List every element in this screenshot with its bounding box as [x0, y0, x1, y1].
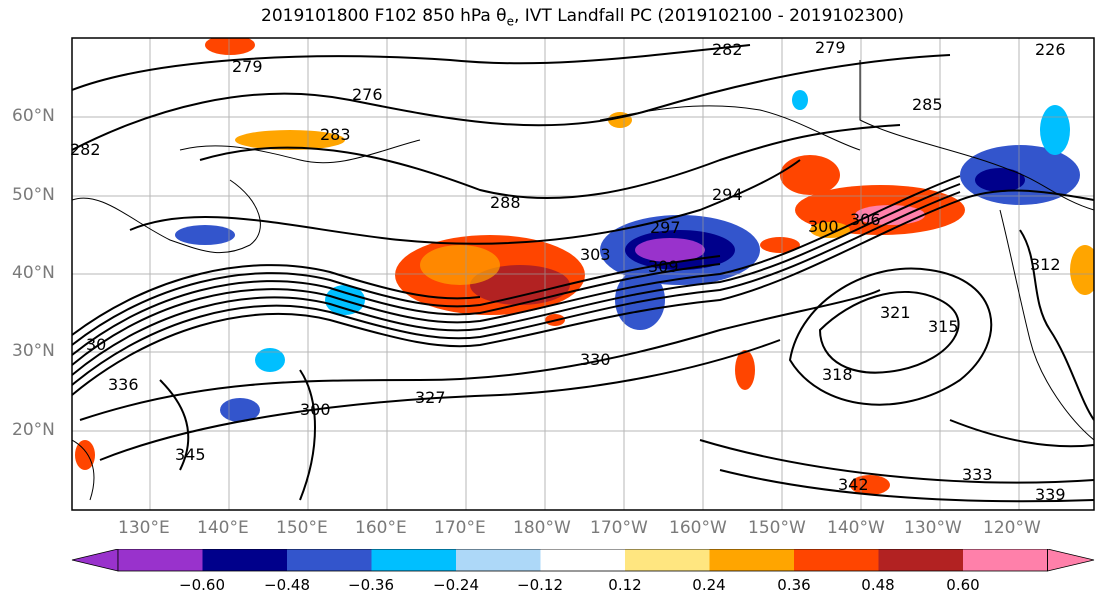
colorbar-tick: −0.60 [179, 576, 225, 594]
lat-label-20n: 20°N [12, 420, 55, 440]
colorbar-extend-low [71, 549, 119, 572]
lat-label-40n: 40°N [12, 263, 55, 283]
colorbar-tick: −0.48 [264, 576, 310, 594]
colorbar-segment [287, 549, 372, 571]
contour-labels: 282 279 226 279 276 285 282 283 288 294 … [70, 38, 1066, 504]
contour-label: 30 [86, 335, 106, 354]
colorbar-tick: 0.24 [692, 576, 726, 594]
colorbar-tick: 0.60 [946, 576, 980, 594]
contour-label: 297 [650, 218, 681, 237]
lon-label: 140°W [827, 518, 885, 538]
colorbar-tick: 0.36 [777, 576, 811, 594]
lat-label-50n: 50°N [12, 185, 55, 205]
colorbar-segment [709, 549, 794, 571]
lon-label: 170°W [590, 518, 648, 538]
contour-label: 300 [808, 217, 839, 236]
contour-label: 283 [320, 125, 351, 144]
colorbar-segment [371, 549, 456, 571]
theta-e-contours [72, 44, 1094, 503]
contour-label: 306 [850, 210, 881, 229]
lat-label-60n: 60°N [12, 106, 55, 126]
title-area: 2019101800 F102 850 hPa θe, IVT Landfall… [0, 0, 1105, 36]
colorbar-segments [71, 549, 1095, 572]
colorbar-tick: −0.36 [348, 576, 394, 594]
contour-label: 303 [580, 245, 611, 264]
colorbar-segment [456, 549, 541, 571]
contour-label: 330 [580, 350, 611, 369]
contour-label: 336 [108, 375, 139, 394]
lon-label: 160°E [355, 518, 407, 538]
lat-label-30n: 30°N [12, 341, 55, 361]
lon-label: 140°E [197, 518, 249, 538]
lon-label: 170°E [434, 518, 486, 538]
contour-label: 339 [1035, 485, 1066, 504]
colorbar-segment [202, 549, 287, 571]
contour-label: 342 [838, 475, 869, 494]
lon-label: 160°W [669, 518, 727, 538]
contour-label: 282 [712, 40, 743, 59]
contour-label: 309 [648, 257, 679, 276]
colorbar-tick: −0.24 [433, 576, 479, 594]
map-frame [71, 37, 1095, 511]
coastlines [72, 60, 1094, 501]
contour-label: 294 [712, 185, 743, 204]
colorbar-segment [540, 549, 625, 571]
contour-label: 312 [1030, 255, 1061, 274]
contour-label: 279 [232, 57, 263, 76]
colorbar-tick: 0.12 [608, 576, 642, 594]
colorbar-tick: −0.12 [517, 576, 563, 594]
contour-label: 276 [352, 85, 383, 104]
colorbar-frame [117, 549, 1048, 572]
contour-label: 226 [1035, 40, 1066, 59]
contour-label: 333 [962, 465, 993, 484]
contour-label: 315 [928, 317, 959, 336]
map-area [72, 38, 1094, 510]
colorbar-extend-high [1047, 549, 1095, 572]
colorbar-tick: 0.48 [861, 576, 895, 594]
contour-label: 288 [490, 193, 521, 212]
lon-label: 150°E [276, 518, 328, 538]
contour-label: 321 [880, 303, 911, 322]
contour-label: 345 [175, 445, 206, 464]
lon-label: 180°W [513, 518, 571, 538]
lon-label: 130°W [904, 518, 962, 538]
colorbar [71, 549, 1095, 572]
contour-label: 282 [70, 140, 101, 159]
contour-label: 318 [822, 365, 853, 384]
colorbar-segment [963, 549, 1048, 571]
colorbar-segment [878, 549, 963, 571]
lon-label: 120°W [983, 518, 1041, 538]
colorbar-segment [625, 549, 710, 571]
colorbar-segment [118, 549, 203, 571]
plot-title: 2019101800 F102 850 hPa θe, IVT Landfall… [261, 6, 904, 29]
contour-label: 279 [815, 38, 846, 57]
contour-label: 327 [415, 388, 446, 407]
lon-label: 130°E [118, 518, 170, 538]
contour-label: 285 [912, 95, 943, 114]
colorbar-segment [794, 549, 879, 571]
lon-label: 150°W [748, 518, 806, 538]
contour-label: 300 [300, 400, 331, 419]
